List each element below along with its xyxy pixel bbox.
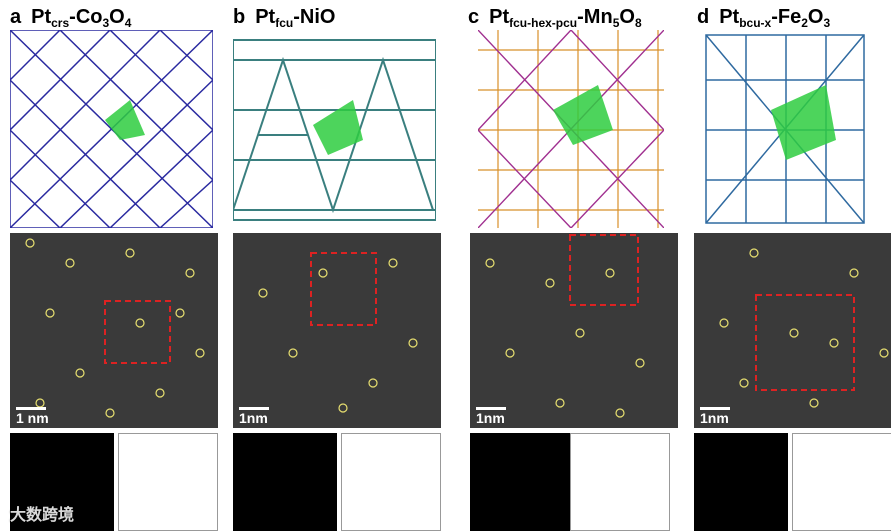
stem-image-b: 1nm <box>233 233 441 428</box>
atomic-model-b <box>341 433 441 531</box>
panel-d-title: d Ptbcu-x-Fe2O3 <box>697 6 831 30</box>
atomic-model-a <box>118 433 218 531</box>
panel-b: b Ptfcu-NiO 1nm <box>223 0 446 531</box>
stem-image-d: 1nm <box>694 233 891 428</box>
stem-atoms-c <box>485 234 645 418</box>
crystal-structure-c <box>478 30 664 228</box>
panel-a: a Ptcrs-Co3O4 1 nm 大数跨境 <box>0 0 223 531</box>
scale-label-a: 1 nm <box>16 410 49 426</box>
panel-a-title: a Ptcrs-Co3O4 <box>10 6 132 30</box>
crystal-structure-d <box>705 34 865 224</box>
crystal-structure-a <box>10 30 213 228</box>
scale-bar-d <box>700 407 730 410</box>
stem-image-c: 1nm <box>470 233 678 428</box>
panel-c-title: c Ptfcu-hex-pcu-Mn5O8 <box>468 6 642 30</box>
panel-d: d Ptbcu-x-Fe2O3 1nm <box>669 0 891 531</box>
atomic-model-d <box>792 433 891 531</box>
scale-bar-b <box>239 407 269 410</box>
simulated-stem-a <box>10 433 114 531</box>
watermark: 大数跨境 <box>10 507 75 524</box>
simulated-stem-d <box>694 433 788 531</box>
stem-atoms-d <box>719 248 889 408</box>
atomic-model-c <box>570 433 670 531</box>
simulated-stem-c <box>470 433 574 531</box>
simulated-stem-b <box>233 433 337 531</box>
scale-label-c: 1nm <box>476 410 505 426</box>
stem-atoms-a <box>25 238 205 418</box>
stem-image-a: 1 nm <box>10 233 218 428</box>
stem-atoms-b <box>258 252 418 413</box>
crystal-structure-b <box>233 39 436 221</box>
scale-bar-c <box>476 407 506 410</box>
scale-label-b: 1nm <box>239 410 268 426</box>
scale-bar-a <box>16 407 46 410</box>
panel-b-title: b Ptfcu-NiO <box>233 6 336 30</box>
scale-label-d: 1nm <box>700 410 729 426</box>
panel-c: c Ptfcu-hex-pcu-Mn5O8 1nm <box>446 0 678 531</box>
